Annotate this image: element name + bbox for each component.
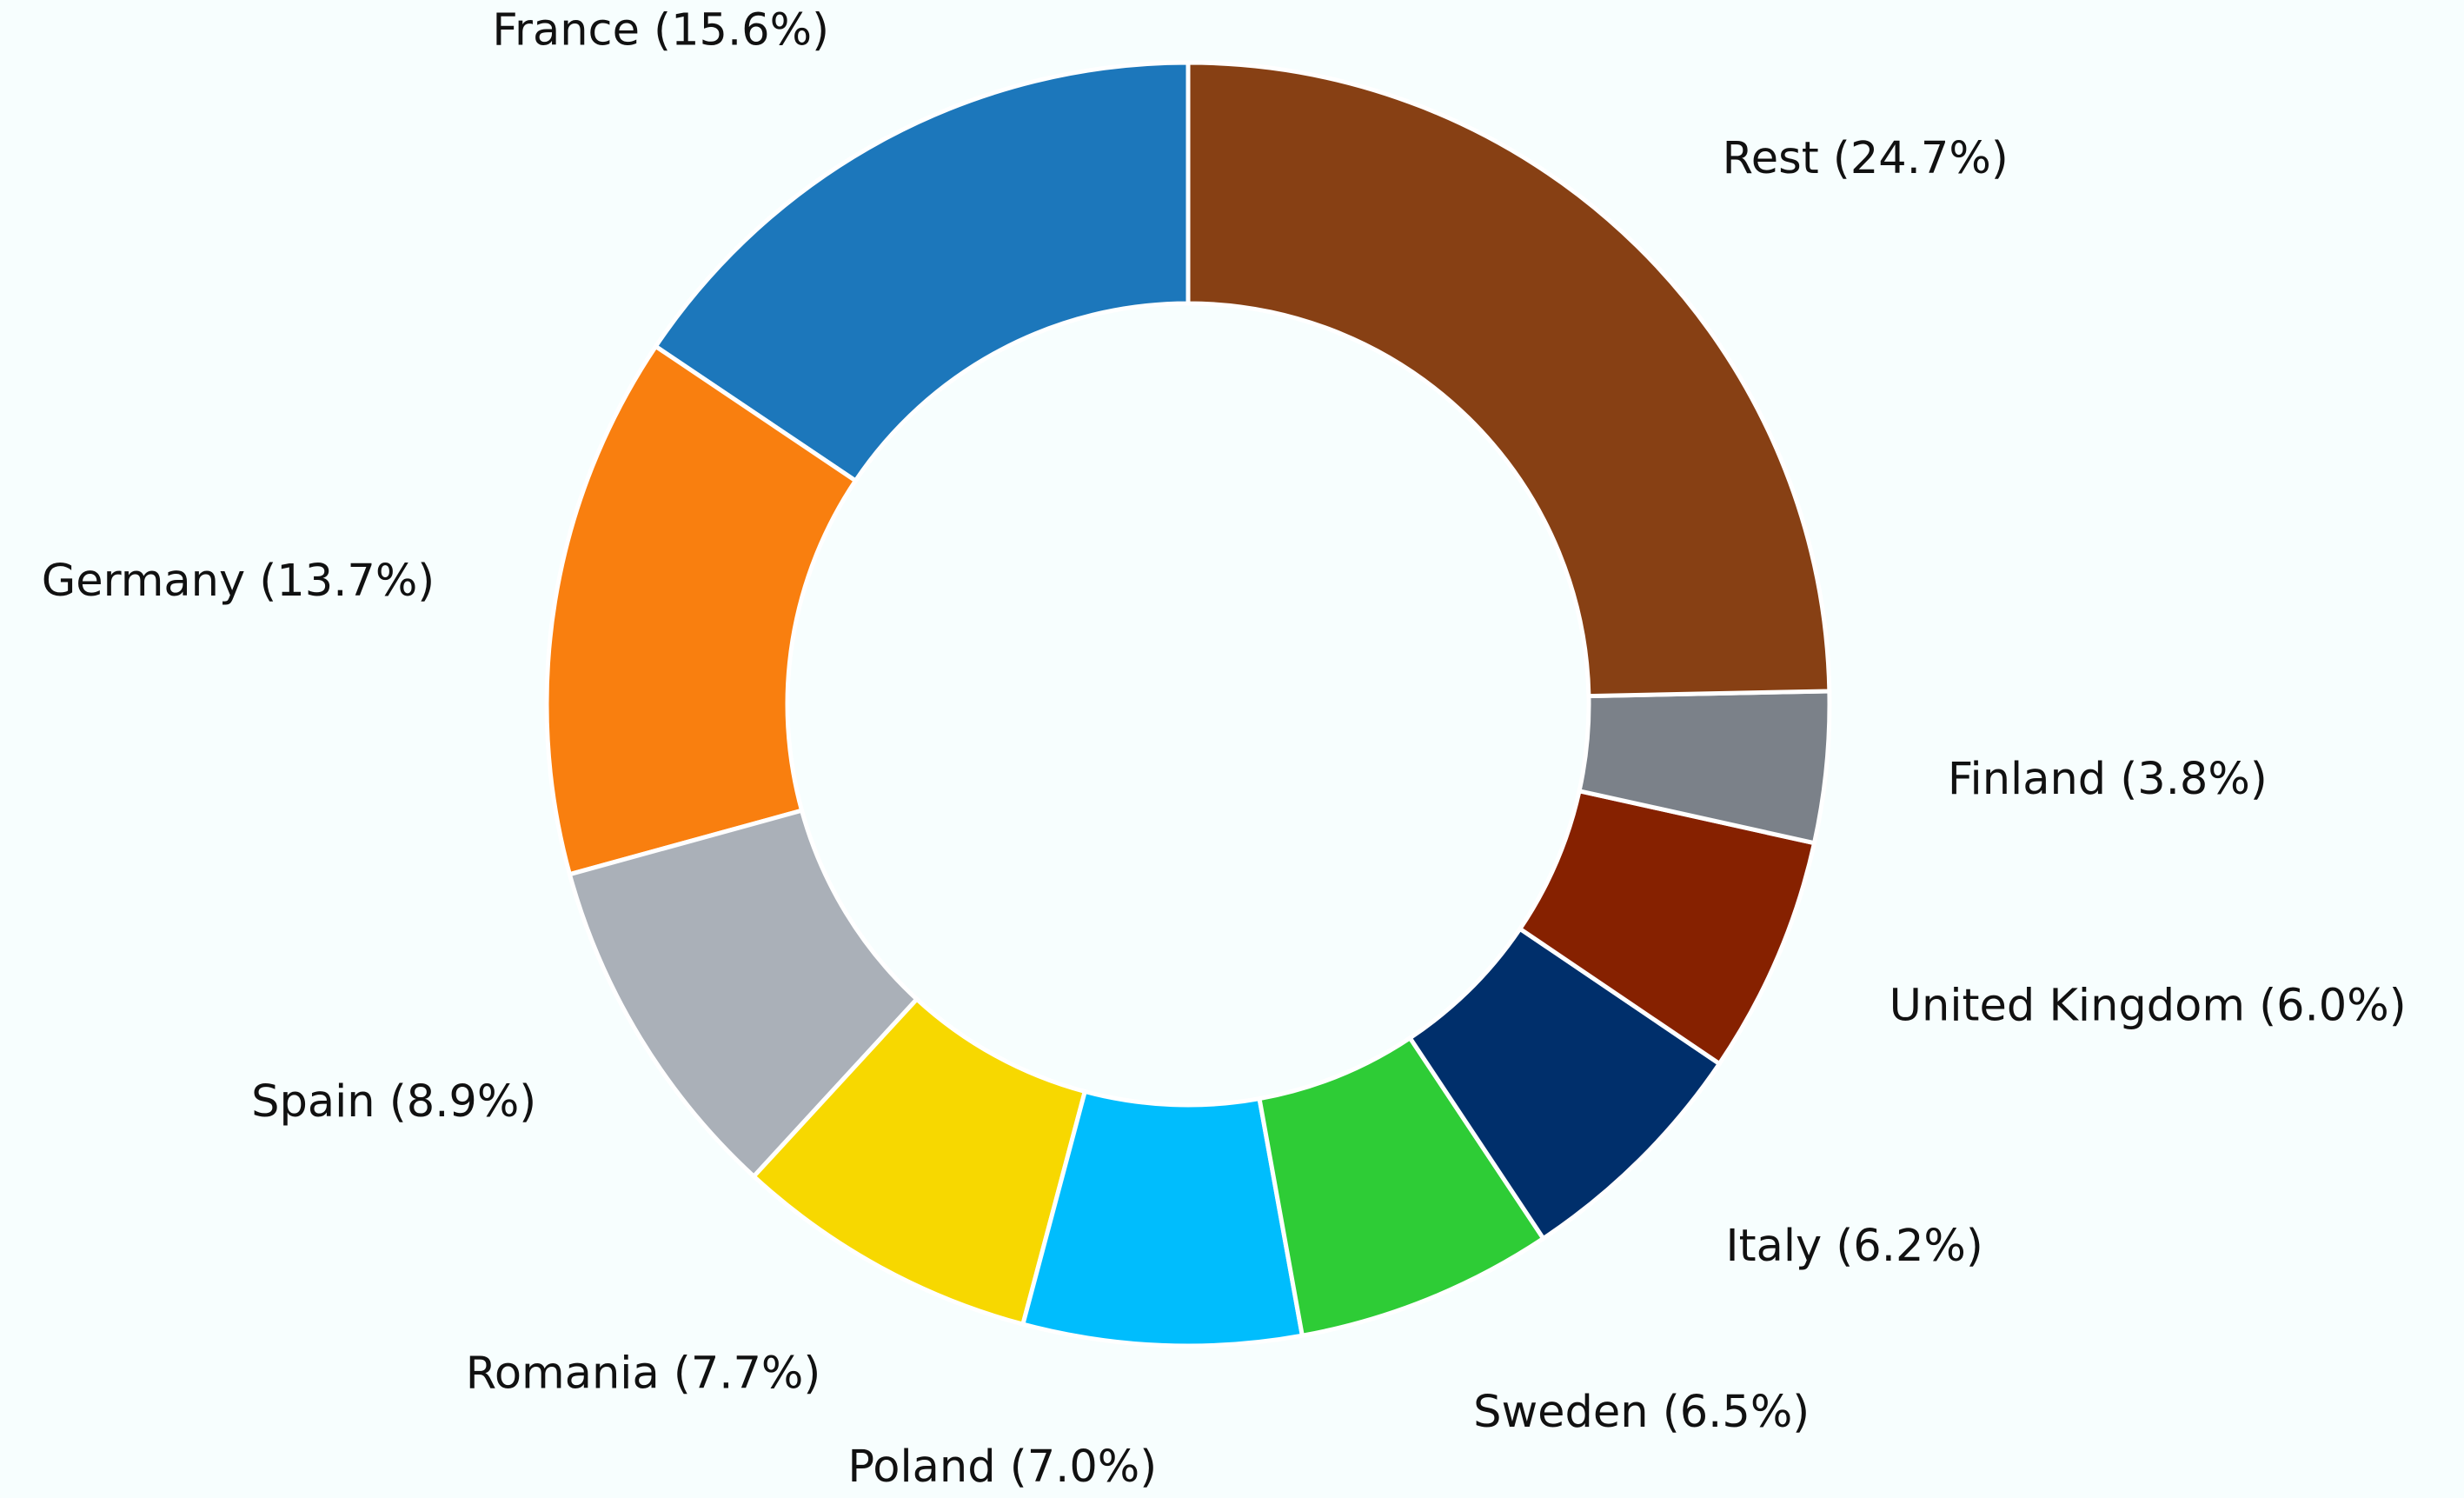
slice-label: Spain (8.9%) — [251, 1076, 536, 1128]
slice-label: Finland (3.8%) — [1948, 754, 2268, 805]
slice-germany — [544, 343, 859, 877]
slice-rest — [1186, 60, 1832, 699]
slice-label: Germany (13.7%) — [42, 556, 435, 607]
slice-france — [652, 60, 1191, 484]
slice-label: United Kingdom (6.0%) — [1890, 981, 2407, 1032]
slice-label: Poland (7.0%) — [847, 1441, 1157, 1493]
slice-label: France (15.6%) — [492, 4, 829, 56]
slice-label: Romania (7.7%) — [466, 1348, 821, 1399]
slice-label: Italy (6.2%) — [1726, 1221, 1983, 1272]
slice-label: Rest (24.7%) — [1723, 133, 2009, 184]
slice-label: Sweden (6.5%) — [1473, 1387, 1810, 1438]
